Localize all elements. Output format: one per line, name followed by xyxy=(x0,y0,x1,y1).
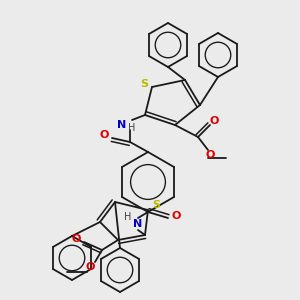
Text: O: O xyxy=(205,150,215,160)
Text: O: O xyxy=(71,234,81,244)
Text: H: H xyxy=(128,123,136,133)
Text: H: H xyxy=(124,212,132,222)
Text: O: O xyxy=(85,262,95,272)
Text: S: S xyxy=(152,200,160,210)
Text: S: S xyxy=(140,79,148,89)
Text: O: O xyxy=(209,116,219,126)
Text: N: N xyxy=(117,120,127,130)
Text: N: N xyxy=(134,219,142,229)
Text: O: O xyxy=(99,130,109,140)
Text: O: O xyxy=(171,211,181,221)
